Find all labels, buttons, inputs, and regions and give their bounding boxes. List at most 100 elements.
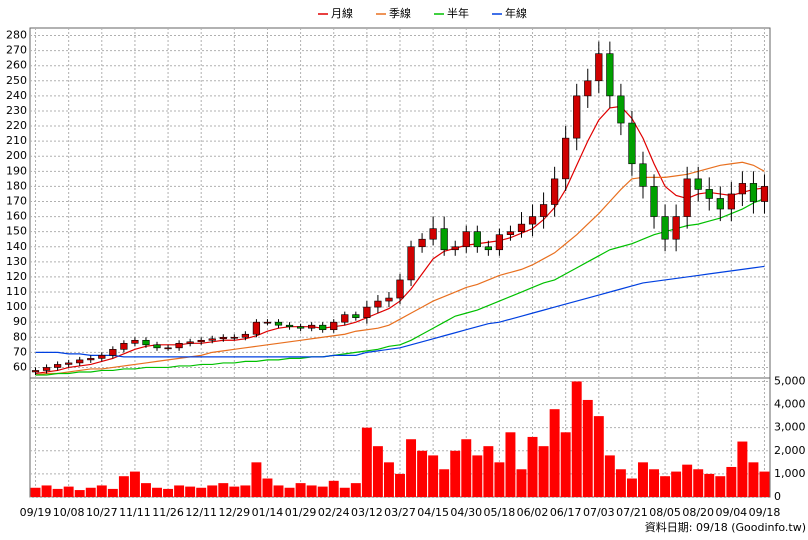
volume-bar <box>107 488 118 497</box>
volume-bar <box>262 478 273 497</box>
volume-bar <box>450 450 461 497</box>
candle-body <box>285 324 294 328</box>
candle-body <box>595 53 603 82</box>
candle-body <box>573 95 581 139</box>
x-tick-label: 04/30 <box>450 506 482 519</box>
legend-label: 年線 <box>505 6 527 20</box>
y-tick-label: 70 <box>13 345 27 358</box>
volume-bar <box>229 486 240 497</box>
volume-bar <box>527 436 538 497</box>
y-tick-label: 260 <box>6 59 27 72</box>
volume-bar <box>361 427 372 497</box>
volume-bar <box>660 476 671 497</box>
candle-body <box>120 343 128 350</box>
y-tick-label: 240 <box>6 89 27 102</box>
legend-label: 月線 <box>331 6 353 20</box>
volume-bar <box>748 462 759 497</box>
volume-bar <box>516 469 527 497</box>
y-tick-label: 60 <box>13 360 27 373</box>
candle-body <box>42 367 51 371</box>
y-tick-label: 200 <box>6 149 27 162</box>
x-tick-label: 03/27 <box>384 506 416 519</box>
x-tick-label: 07/21 <box>616 506 648 519</box>
y2-tick-label: 3,000 <box>774 421 806 434</box>
volume-bar <box>251 462 262 497</box>
x-tick-label: 02/24 <box>318 506 350 519</box>
volume-bar <box>185 486 196 497</box>
volume-bar <box>339 487 350 497</box>
volume-bar <box>560 432 571 497</box>
candle-body <box>716 198 724 210</box>
candle-body <box>440 228 448 251</box>
candle-body <box>551 178 559 205</box>
y-tick-label: 100 <box>6 300 27 313</box>
volume-bar <box>538 446 549 497</box>
volume-bar <box>207 485 218 497</box>
candle-body <box>760 186 769 202</box>
legend-label: 半年 <box>447 6 469 20</box>
candle-body <box>341 314 349 323</box>
y-tick-label: 190 <box>6 164 27 177</box>
volume-bar <box>96 485 107 497</box>
candle-body <box>749 183 758 202</box>
x-tick-label: 10/08 <box>53 506 85 519</box>
x-tick-label: 07/03 <box>583 506 615 519</box>
volume-bar <box>63 486 74 497</box>
candle-body <box>87 358 95 361</box>
candle-body <box>197 339 205 343</box>
candle-body <box>418 238 426 248</box>
candle-body <box>562 137 570 180</box>
x-tick-label: 06/02 <box>517 506 549 519</box>
candle-body <box>473 231 481 248</box>
candle-body <box>319 324 327 331</box>
candle-body <box>76 359 84 364</box>
y2-tick-label: 0 <box>774 490 781 503</box>
candle-body <box>661 216 669 240</box>
y-tick-label: 220 <box>6 119 27 132</box>
y2-tick-label: 1,000 <box>774 467 806 480</box>
candle-body <box>650 186 658 217</box>
y-tick-label: 270 <box>6 44 27 57</box>
candle-body <box>683 178 691 217</box>
volume-bar <box>395 473 405 497</box>
volume-bar <box>571 381 582 497</box>
candle-body <box>495 234 504 251</box>
volume-bar <box>604 455 615 497</box>
candle-body <box>109 349 117 356</box>
y-tick-label: 180 <box>6 179 27 192</box>
volume-bar <box>715 476 726 497</box>
candle-body <box>539 204 548 217</box>
x-tick-label: 01/14 <box>252 506 284 519</box>
volume-bar <box>30 487 41 497</box>
volume-bar <box>372 446 383 497</box>
candle-body <box>352 314 360 318</box>
candle-body <box>385 297 393 302</box>
volume-bar <box>417 450 428 497</box>
candle-body <box>164 347 172 350</box>
candle-body <box>219 336 227 340</box>
candle-body <box>131 339 139 344</box>
volume-bar <box>439 469 450 497</box>
y-tick-label: 230 <box>6 104 27 117</box>
x-tick-label: 09/19 <box>20 506 52 519</box>
y2-tick-label: 4,000 <box>774 398 806 411</box>
y-tick-label: 110 <box>6 285 27 298</box>
candle-body <box>186 341 194 344</box>
volume-bar <box>383 462 394 497</box>
x-tick-label: 05/18 <box>484 506 516 519</box>
x-tick-label: 01/29 <box>285 506 317 519</box>
volume-bar <box>406 439 417 497</box>
volume-bar <box>505 432 516 497</box>
candle-body <box>330 321 338 331</box>
candle-body <box>606 53 614 97</box>
candle-body <box>53 364 62 368</box>
volume-bar <box>350 483 361 497</box>
x-tick-label: 11/26 <box>152 506 184 519</box>
candle-body <box>374 300 382 308</box>
plot-frame <box>29 27 771 498</box>
legend-label: 季線 <box>389 6 411 20</box>
candle-body <box>65 362 73 365</box>
candle-body <box>308 324 316 329</box>
footer: 資料日期: 09/18 (Goodinfo.tw) <box>645 520 806 534</box>
